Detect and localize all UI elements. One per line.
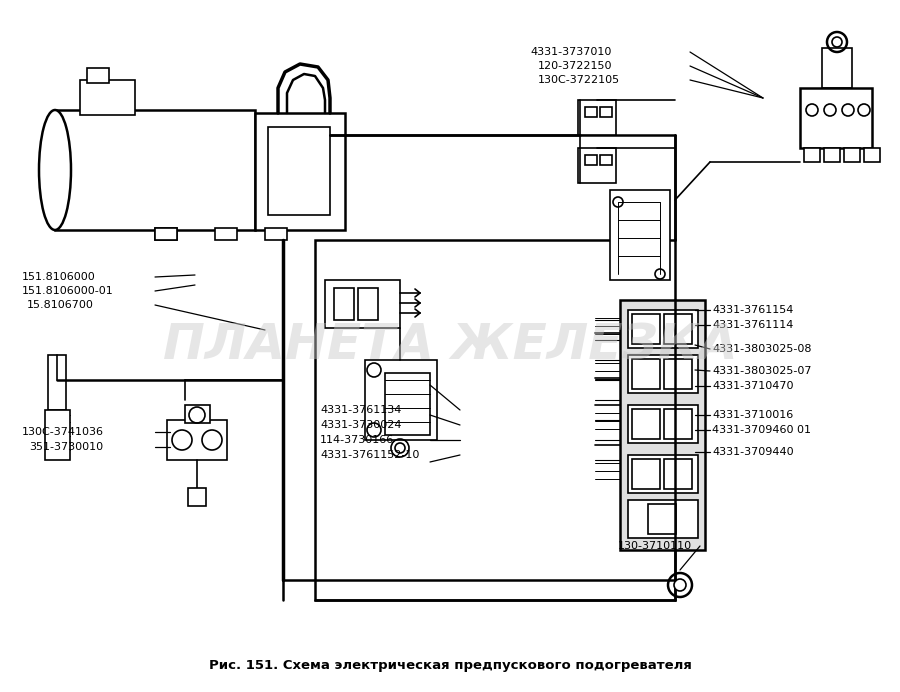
Bar bbox=[334, 288, 354, 320]
Text: 4331-3710470: 4331-3710470 bbox=[712, 381, 794, 391]
Bar bbox=[325, 280, 400, 328]
Text: 4331-3710016: 4331-3710016 bbox=[712, 410, 793, 420]
Bar bbox=[864, 148, 880, 162]
Text: 4331-3803025-08: 4331-3803025-08 bbox=[712, 344, 812, 354]
Text: 120-3722150: 120-3722150 bbox=[538, 61, 613, 71]
Bar bbox=[585, 155, 597, 165]
Bar bbox=[48, 355, 66, 410]
Bar bbox=[600, 155, 612, 165]
Bar bbox=[155, 228, 177, 240]
Bar bbox=[628, 455, 698, 493]
Bar bbox=[804, 148, 820, 162]
Text: 130-3710110: 130-3710110 bbox=[618, 541, 692, 551]
Bar bbox=[55, 110, 255, 230]
Bar bbox=[315, 240, 675, 600]
Bar bbox=[844, 148, 860, 162]
Bar bbox=[620, 300, 705, 550]
Bar bbox=[188, 488, 206, 506]
Circle shape bbox=[832, 37, 842, 47]
Bar bbox=[628, 355, 698, 393]
Text: 130С-3741036: 130С-3741036 bbox=[22, 427, 104, 437]
Bar bbox=[358, 288, 378, 320]
Bar bbox=[632, 409, 660, 439]
Text: Рис. 151. Схема электрическая предпускового подогревателя: Рис. 151. Схема электрическая предпусков… bbox=[209, 659, 691, 671]
Circle shape bbox=[674, 579, 686, 591]
Bar bbox=[632, 359, 660, 389]
Bar bbox=[578, 100, 616, 135]
Bar bbox=[824, 148, 840, 162]
Bar bbox=[600, 107, 612, 117]
Bar bbox=[385, 373, 430, 435]
Bar bbox=[628, 500, 698, 538]
Bar bbox=[87, 68, 109, 83]
Bar bbox=[628, 310, 698, 348]
Text: 4331-3730024: 4331-3730024 bbox=[320, 420, 401, 430]
Bar bbox=[215, 228, 237, 240]
Bar bbox=[365, 360, 437, 440]
Text: 130С-3722105: 130С-3722105 bbox=[538, 75, 620, 85]
Text: 351-3730010: 351-3730010 bbox=[29, 442, 104, 452]
Bar bbox=[167, 420, 227, 460]
Text: 151.8106000-01: 151.8106000-01 bbox=[22, 286, 113, 296]
Bar bbox=[800, 88, 872, 148]
Text: 4331-3761134: 4331-3761134 bbox=[320, 405, 401, 415]
Bar bbox=[664, 314, 692, 344]
Text: 4331-3709460 01: 4331-3709460 01 bbox=[712, 425, 811, 435]
Bar bbox=[610, 190, 670, 280]
Bar bbox=[664, 409, 692, 439]
Bar bbox=[578, 148, 616, 183]
Bar bbox=[664, 359, 692, 389]
Text: 15.8106700: 15.8106700 bbox=[27, 300, 94, 310]
Bar bbox=[185, 405, 210, 423]
Text: 4331-3761154: 4331-3761154 bbox=[712, 305, 794, 315]
Bar bbox=[80, 80, 135, 115]
Bar bbox=[628, 405, 698, 443]
Bar bbox=[822, 48, 852, 88]
Bar bbox=[265, 228, 287, 240]
Text: ПЛАНЕТА ЖЕЛЕЗКА: ПЛАНЕТА ЖЕЛЕЗКА bbox=[163, 322, 737, 370]
Text: 151.8106000: 151.8106000 bbox=[22, 272, 95, 282]
Bar bbox=[664, 459, 692, 489]
Text: 4331-3761114: 4331-3761114 bbox=[712, 320, 794, 330]
Bar bbox=[585, 107, 597, 117]
Bar bbox=[268, 127, 330, 215]
Bar bbox=[648, 504, 676, 534]
Bar bbox=[255, 113, 345, 230]
Text: 114-3730166: 114-3730166 bbox=[320, 435, 394, 445]
Bar bbox=[632, 459, 660, 489]
Text: 4331-3737010: 4331-3737010 bbox=[530, 47, 611, 57]
Text: 4331-3803025-07: 4331-3803025-07 bbox=[712, 366, 812, 376]
Bar bbox=[155, 228, 177, 240]
Text: 4331-3761152-10: 4331-3761152-10 bbox=[320, 450, 419, 460]
Text: 4331-3709440: 4331-3709440 bbox=[712, 447, 794, 457]
Bar bbox=[632, 314, 660, 344]
Bar bbox=[45, 410, 70, 460]
Ellipse shape bbox=[39, 110, 71, 230]
